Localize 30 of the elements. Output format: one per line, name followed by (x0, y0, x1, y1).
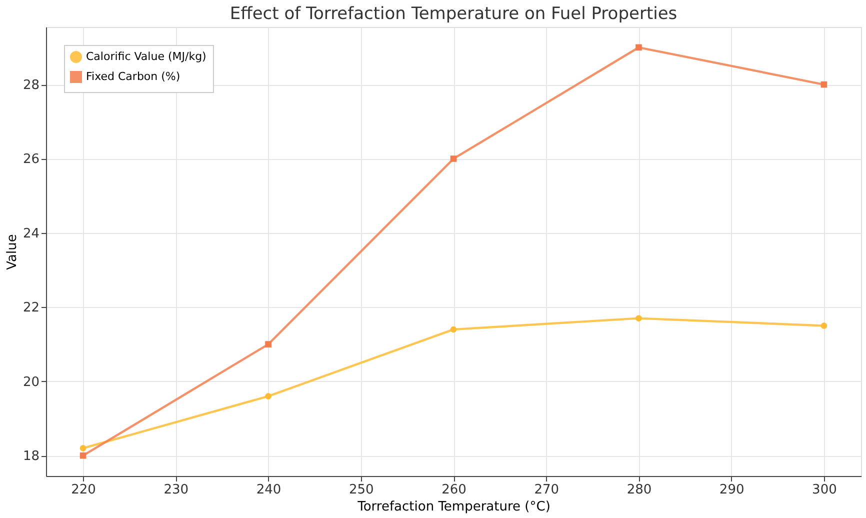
y-tick-label: 24 (22, 226, 40, 242)
y-tick-label: 22 (22, 300, 40, 316)
y-tick-label: 20 (22, 374, 40, 390)
x-tick-label: 240 (256, 482, 282, 498)
legend-label: Fixed Carbon (%) (86, 70, 180, 83)
point (80, 445, 86, 452)
chart-title: Effect of Torrefaction Temperature on Fuel Properties (230, 4, 678, 24)
point (820, 81, 828, 88)
x-axis-title: Torrefaction Temperature (°C) (356, 500, 550, 514)
point (636, 44, 642, 51)
x-tick-label: 290 (719, 482, 744, 498)
legend-label: Calorific Value (MJ/kg) (86, 50, 206, 63)
x-tick-label: 230 (164, 482, 189, 498)
point (636, 315, 642, 322)
point (450, 156, 457, 162)
y-tick-label: 28 (22, 78, 40, 94)
point (80, 452, 86, 459)
x-tick-label: 250 (348, 482, 374, 498)
x-tick-label: 280 (626, 482, 652, 498)
point (265, 341, 272, 348)
point (450, 326, 457, 333)
point (820, 322, 828, 329)
x-tick-label: 300 (812, 482, 837, 498)
point (265, 393, 272, 400)
y-axis-title: Value (4, 234, 20, 270)
y-tick-label: 18 (22, 449, 40, 464)
x-tick-label: 270 (534, 482, 560, 498)
y-tick-label: 26 (22, 152, 40, 168)
x-tick-label: 220 (71, 482, 96, 498)
x-tick-label: 260 (442, 482, 466, 498)
